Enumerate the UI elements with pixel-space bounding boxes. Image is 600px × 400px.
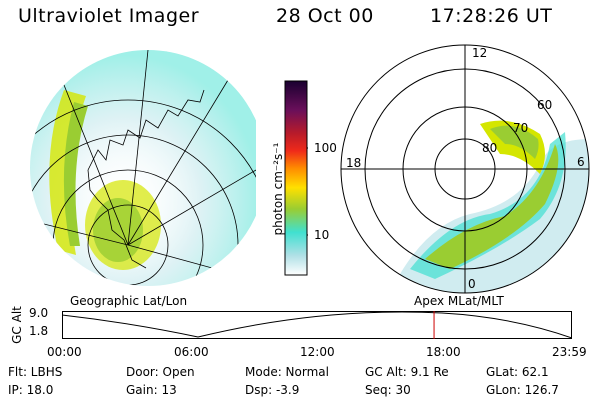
timeline-axis-label: GC Alt bbox=[10, 306, 24, 344]
mlat-label-60: 60 bbox=[537, 98, 553, 112]
timeline-xtick-4: 23:59 bbox=[552, 345, 587, 359]
glon-value: GLon: 126.7 bbox=[486, 383, 559, 397]
timeline-xtick-3: 18:00 bbox=[426, 345, 461, 359]
date-label: 28 Oct 00 bbox=[276, 5, 374, 27]
apex-title: Apex MLat/MLT bbox=[414, 294, 504, 308]
altitude-timeline bbox=[62, 311, 572, 339]
filter-value: Flt: LBHS bbox=[8, 365, 63, 379]
polar-mlt-plot bbox=[340, 44, 590, 294]
timeline-ytick-bottom: 1.8 bbox=[29, 324, 49, 338]
colorbar-unit-label: photon cm⁻²s⁻¹ bbox=[271, 142, 285, 236]
mlt-label-6: 6 bbox=[577, 155, 585, 169]
mlat-label-70: 70 bbox=[513, 121, 529, 135]
timeline-xtick-1: 06:00 bbox=[174, 345, 209, 359]
colorbar-tick-100: 100 bbox=[314, 141, 337, 155]
geographic-title: Geographic Lat/Lon bbox=[70, 294, 188, 308]
gain-value: Gain: 13 bbox=[126, 383, 177, 397]
colorbar-tick-10: 10 bbox=[314, 228, 330, 242]
intensity-colorbar bbox=[284, 80, 308, 276]
timeline-xtick-0: 00:00 bbox=[47, 345, 82, 359]
geographic-globe-image bbox=[30, 50, 256, 286]
dsp-value: Dsp: -3.9 bbox=[245, 383, 300, 397]
time-label: 17:28:26 UT bbox=[430, 5, 553, 27]
mlt-label-0: 0 bbox=[468, 277, 476, 291]
timeline-xtick-2: 12:00 bbox=[300, 345, 335, 359]
mlat-label-80: 80 bbox=[482, 141, 498, 155]
ip-value: IP: 18.0 bbox=[8, 383, 54, 397]
door-value: Door: Open bbox=[126, 365, 195, 379]
instrument-title: Ultraviolet Imager bbox=[18, 5, 200, 27]
timeline-ytick-top: 9.0 bbox=[29, 306, 49, 320]
glat-value: GLat: 62.1 bbox=[486, 365, 549, 379]
mlt-label-12: 12 bbox=[472, 46, 488, 60]
mode-value: Mode: Normal bbox=[245, 365, 329, 379]
gc-alt-value: GC Alt: 9.1 Re bbox=[365, 365, 449, 379]
mlt-label-18: 18 bbox=[346, 156, 362, 170]
seq-value: Seq: 30 bbox=[365, 383, 411, 397]
